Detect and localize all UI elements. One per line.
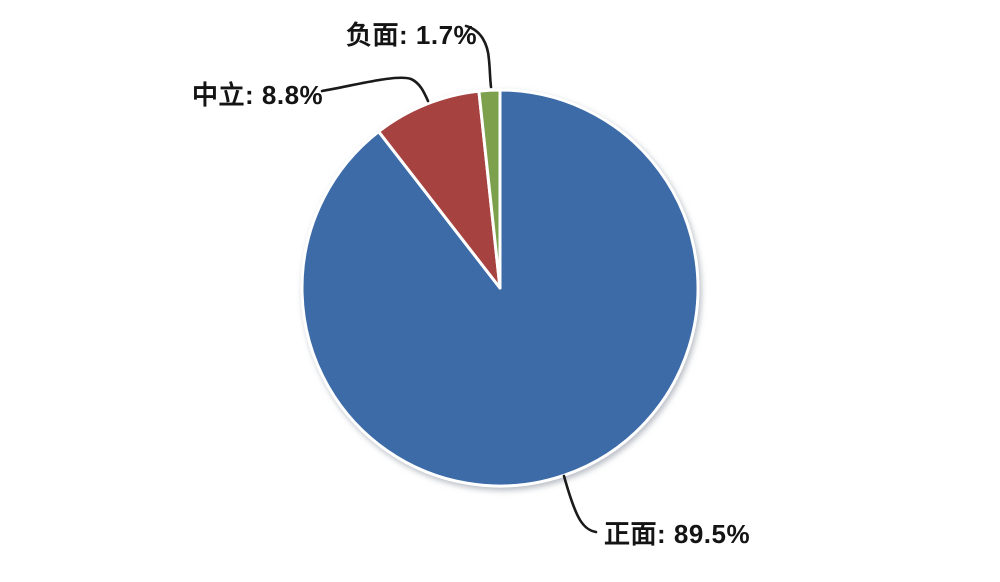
pie-slice-neutral [377,89,502,290]
slice-label-positive: 正面: 89.5% [604,519,751,549]
pie-slice-negative [477,88,502,290]
leader-line-neutral [320,76,430,103]
leader-line-negative [464,24,493,89]
leader-line-positive [562,474,598,534]
slice-label-negative: 负面: 1.7% [346,20,478,50]
slice-label-neutral: 中立: 8.8% [192,80,324,110]
pie [300,88,700,488]
